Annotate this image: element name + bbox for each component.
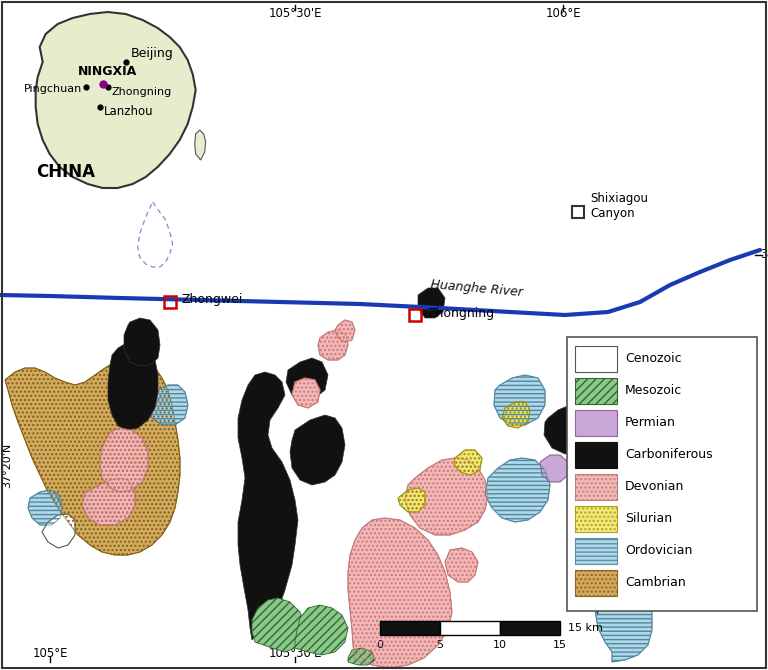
Polygon shape [540,455,568,482]
Bar [575,570,617,596]
Polygon shape [252,598,305,652]
Polygon shape [42,514,75,548]
Text: 15: 15 [553,640,567,650]
Polygon shape [124,318,160,366]
Bar [572,206,584,218]
Text: 106°E: 106°E [545,7,581,20]
Text: Zhongning: Zhongning [111,87,172,97]
Polygon shape [348,648,375,665]
Text: Zhongwei: Zhongwei [182,293,243,306]
Polygon shape [5,358,180,555]
Text: 105°E: 105°E [32,647,68,660]
Text: Silurian: Silurian [625,513,672,525]
Text: Cambrian: Cambrian [625,576,686,590]
Polygon shape [405,458,488,535]
Text: Cenozoic: Cenozoic [625,352,682,366]
Bar [500,621,560,635]
Polygon shape [544,405,592,454]
Polygon shape [348,518,452,668]
Text: 10: 10 [493,640,507,650]
Bar [575,506,617,532]
Polygon shape [494,375,545,425]
Polygon shape [35,12,196,188]
Polygon shape [286,358,328,400]
Polygon shape [28,490,62,525]
Text: Beijing: Beijing [131,47,174,60]
Polygon shape [292,378,320,408]
Polygon shape [238,372,298,640]
Text: 105°30'E: 105°30'E [268,647,322,660]
Polygon shape [596,440,615,465]
Polygon shape [398,488,425,512]
Text: Devonian: Devonian [625,480,684,494]
Polygon shape [194,130,206,160]
Polygon shape [100,428,148,492]
Polygon shape [418,288,445,318]
Text: Zhongning: Zhongning [427,306,494,320]
Bar [575,442,617,468]
Polygon shape [445,548,478,582]
Bar [567,337,757,611]
Text: 37°20'N: 37°20'N [2,442,12,488]
Text: 37°40'N: 37°40'N [760,249,768,261]
Polygon shape [150,385,188,425]
Bar [575,378,617,404]
Text: Carboniferous: Carboniferous [625,448,713,462]
Polygon shape [582,530,608,615]
Text: CHINA: CHINA [35,163,94,181]
Text: Pingchuan: Pingchuan [24,84,82,94]
Bar [575,538,617,564]
Text: 105°30'E: 105°30'E [268,7,322,20]
Text: Mesozoic: Mesozoic [625,385,682,397]
Bar [380,621,440,635]
Text: Permian: Permian [625,417,676,429]
Polygon shape [502,402,530,428]
Polygon shape [108,342,158,430]
Bar [409,309,421,321]
Text: 5: 5 [436,640,443,650]
Bar [575,410,617,436]
Polygon shape [318,330,348,360]
Polygon shape [595,428,652,662]
Text: Huanghe River: Huanghe River [430,278,524,299]
Polygon shape [335,320,355,342]
Bar [575,346,617,372]
Bar [440,621,500,635]
Text: Ordovician: Ordovician [625,545,693,557]
Polygon shape [485,458,550,522]
Text: 15 km: 15 km [568,623,603,633]
Bar [575,474,617,500]
Polygon shape [295,605,348,655]
Polygon shape [454,450,482,475]
Text: 0: 0 [376,640,383,650]
Text: Shixiagou
Canyon: Shixiagou Canyon [590,192,648,220]
Text: NINGXIA: NINGXIA [78,65,137,78]
Polygon shape [82,478,135,525]
Bar [164,296,176,308]
Polygon shape [290,415,345,485]
Text: Lanzhou: Lanzhou [104,105,154,118]
